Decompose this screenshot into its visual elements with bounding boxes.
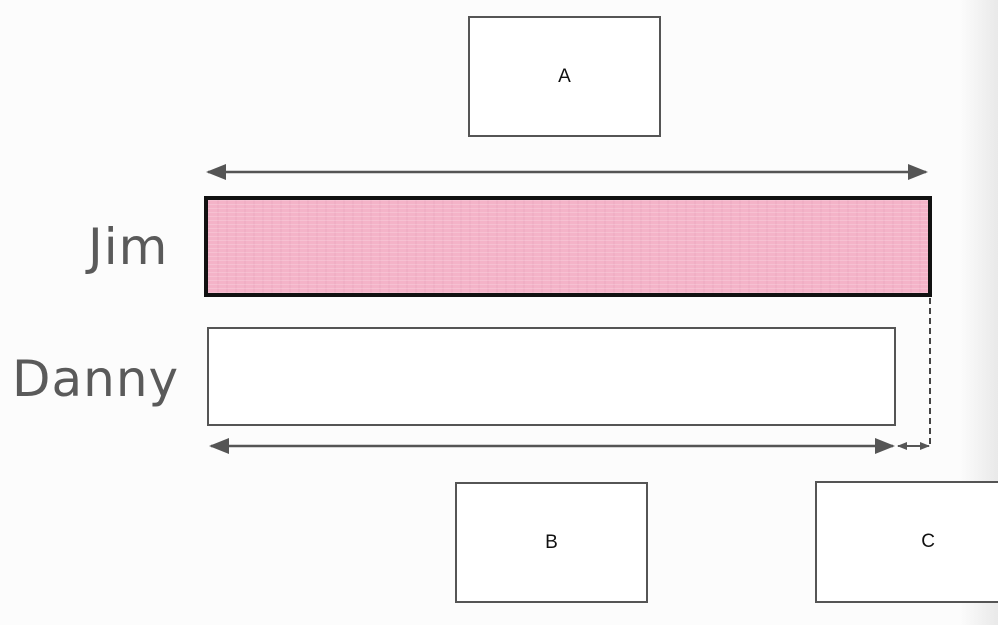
answer-box-a[interactable]: A	[468, 16, 661, 137]
answer-box-b[interactable]: B	[455, 482, 648, 603]
box-b-label: B	[545, 531, 558, 553]
answer-box-c[interactable]: C	[815, 481, 998, 603]
box-c-label: C	[921, 531, 935, 552]
box-a-label: A	[558, 65, 571, 87]
danny-label: Danny	[12, 350, 180, 408]
jim-bar	[204, 196, 932, 297]
danny-bar	[207, 327, 896, 426]
jim-label: Jim	[88, 218, 169, 276]
